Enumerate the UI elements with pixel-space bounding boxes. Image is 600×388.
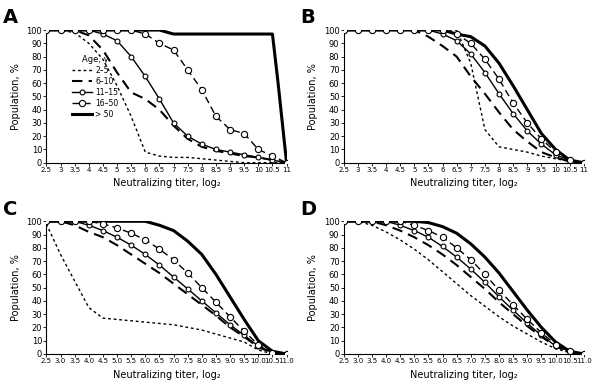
Text: A: A xyxy=(3,9,18,28)
Y-axis label: Population, %: Population, % xyxy=(308,254,318,321)
Text: C: C xyxy=(3,199,17,218)
X-axis label: Neutralizing titer, log₂: Neutralizing titer, log₂ xyxy=(410,178,518,189)
X-axis label: Neutralizing titer, log₂: Neutralizing titer, log₂ xyxy=(410,370,518,380)
Y-axis label: Population, %: Population, % xyxy=(308,63,318,130)
X-axis label: Neutralizing titer, log₂: Neutralizing titer, log₂ xyxy=(113,370,220,380)
Y-axis label: Population, %: Population, % xyxy=(11,63,21,130)
Legend: 2–5, 6–10, 11–15, 16–50, > 50: 2–5, 6–10, 11–15, 16–50, > 50 xyxy=(70,52,122,122)
Text: B: B xyxy=(301,9,315,28)
Text: D: D xyxy=(301,199,316,218)
X-axis label: Neutralizing titer, log₂: Neutralizing titer, log₂ xyxy=(113,178,220,189)
Y-axis label: Population, %: Population, % xyxy=(11,254,21,321)
